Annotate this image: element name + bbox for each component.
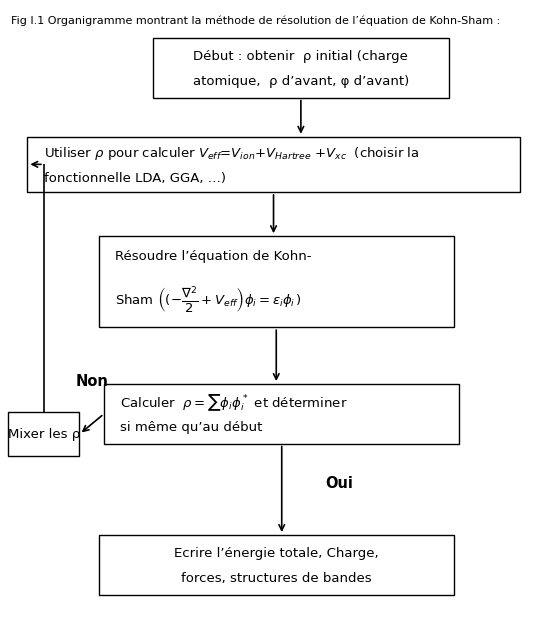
FancyBboxPatch shape [104,384,459,444]
FancyBboxPatch shape [99,535,454,594]
Text: Résoudre l’équation de Kohn-: Résoudre l’équation de Kohn- [115,250,311,263]
FancyBboxPatch shape [27,137,519,192]
Text: Calculer  $\rho = \sum\phi_i\phi_i^*$ et déterminer: Calculer $\rho = \sum\phi_i\phi_i^*$ et … [121,392,348,413]
Text: atomique,  ρ d’avant, φ d’avant): atomique, ρ d’avant, φ d’avant) [193,75,409,88]
Text: Non: Non [75,374,108,388]
Text: Oui: Oui [325,476,353,490]
FancyBboxPatch shape [99,236,454,327]
Text: Mixer les ρ: Mixer les ρ [8,428,80,441]
Text: Début : obtenir  ρ initial (charge: Début : obtenir ρ initial (charge [194,50,408,63]
Text: Ecrire l’énergie totale, Charge,: Ecrire l’énergie totale, Charge, [174,547,378,560]
Text: Utiliser $\rho$ pour calculer $V_{eff}$=$V_{ion}$+$V_{Hartree}$ +$V_{xc}$  (choi: Utiliser $\rho$ pour calculer $V_{eff}$=… [44,144,419,162]
Text: forces, structures de bandes: forces, structures de bandes [181,572,372,585]
Text: Sham $\left((-\dfrac{\nabla^2}{2}+V_{eff}\right)\phi_i = \varepsilon_i\phi_i\,)$: Sham $\left((-\dfrac{\nabla^2}{2}+V_{eff… [115,284,302,315]
FancyBboxPatch shape [8,412,79,456]
Text: Fig I.1 Organigramme montrant la méthode de résolution de l’équation de Kohn-Sha: Fig I.1 Organigramme montrant la méthode… [11,16,501,26]
Text: fonctionnelle LDA, GGA, …): fonctionnelle LDA, GGA, …) [44,171,226,185]
FancyBboxPatch shape [153,38,449,98]
Text: si même qu’au début: si même qu’au début [121,421,263,434]
